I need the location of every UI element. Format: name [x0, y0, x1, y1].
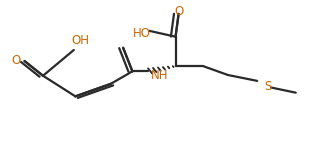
Text: O: O [12, 54, 21, 67]
Text: OH: OH [71, 34, 89, 47]
Text: S: S [264, 80, 272, 93]
Text: NH: NH [151, 69, 168, 82]
Text: HO: HO [132, 27, 151, 40]
Text: O: O [174, 5, 183, 18]
